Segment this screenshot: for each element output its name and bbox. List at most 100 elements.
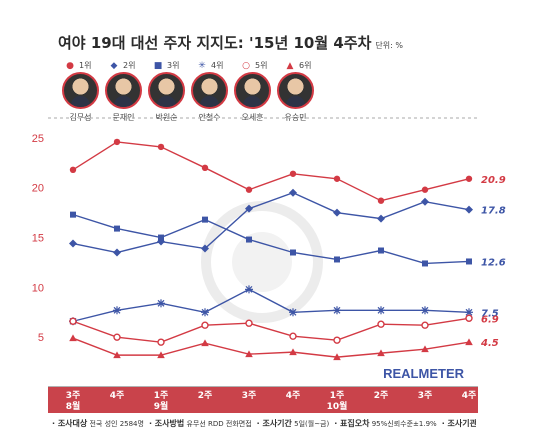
survey-footer: · 조사대상 전국 성인 2584명 · 조사방법 유무선 RDD 전화면접 · 조… xyxy=(52,413,476,433)
square-data-point xyxy=(70,211,76,218)
circle-data-point xyxy=(465,175,473,182)
x-tick-month: 9월 xyxy=(154,400,169,412)
diamond-data-point xyxy=(113,248,121,257)
legend-item: ✳ 4위 xyxy=(196,60,240,71)
footer-item: · 조사방법 유무선 RDD 전화면접 xyxy=(149,418,252,429)
chart-title: 여야 19대 대선 주자 지지도: '15년 10월 4주차 단위: % xyxy=(58,32,403,53)
asterisk-data-point xyxy=(377,306,385,315)
diamond-data-point xyxy=(69,239,77,248)
footer-label: · 표집오차 xyxy=(334,418,370,428)
open-circle-data-point xyxy=(377,320,385,328)
legend-label: 5위 xyxy=(255,61,268,70)
footer-label: · 조사기관 xyxy=(441,418,476,428)
avatar xyxy=(62,72,99,109)
legend-item: ■ 3위 xyxy=(152,60,196,71)
open-circle-data-point xyxy=(69,317,77,325)
circle-data-point xyxy=(201,164,209,172)
avatar xyxy=(191,72,228,109)
candidate-name: 박원순 xyxy=(155,113,178,122)
series-line xyxy=(72,213,470,265)
square-data-point xyxy=(114,225,120,232)
diamond-marker-icon: ◆ xyxy=(110,60,118,71)
square-data-point xyxy=(202,216,208,223)
x-tick-week: 2주 xyxy=(198,390,213,401)
square-data-point xyxy=(290,249,296,256)
triangle-data-point xyxy=(421,345,429,353)
footer-label: · 조사방법 xyxy=(148,418,185,428)
x-tick-week: 4주 xyxy=(110,390,125,401)
x-tick-week: 4주 xyxy=(286,390,301,401)
x-tick-week: 3주 xyxy=(66,390,81,401)
x-tick-week: 1주 xyxy=(330,390,345,401)
triangle-data-point xyxy=(157,351,165,359)
x-axis-band xyxy=(48,387,478,413)
open-circle-data-point xyxy=(245,319,253,327)
legend-item: ◆ 2위 xyxy=(108,60,152,71)
asterisk-marker-icon: ✳ xyxy=(198,60,206,71)
triangle-data-point xyxy=(465,338,473,346)
diamond-data-point xyxy=(201,244,209,253)
legend-label: 1위 xyxy=(79,61,92,70)
diamond-data-point xyxy=(333,208,341,217)
series-line xyxy=(72,337,470,358)
triangle-data-point xyxy=(333,353,341,361)
y-tick-label: 20 xyxy=(32,183,44,195)
x-tick-week: 1주 xyxy=(154,390,169,401)
open-circle-data-point xyxy=(333,336,341,344)
candidate: 오세훈 xyxy=(234,72,271,123)
triangle-data-point xyxy=(289,348,297,356)
watermark-emblem xyxy=(201,201,323,323)
avatar xyxy=(277,72,314,109)
legend-item: ● 1위 xyxy=(64,60,108,71)
square-data-point xyxy=(246,236,252,243)
candidate-name: 안철수 xyxy=(198,113,221,122)
diamond-data-point xyxy=(465,205,473,214)
triangle-data-point xyxy=(113,351,121,359)
end-value-label: 12.6 xyxy=(481,257,506,268)
asterisk-data-point xyxy=(421,306,429,315)
legend: ● 1위 ◆ 2위 ■ 3위 ✳ 4위 ○ 5위 ▲ 6위 xyxy=(64,60,328,71)
open-circle-data-point xyxy=(465,314,473,322)
open-circle-data-point xyxy=(421,321,429,329)
y-tick-label: 10 xyxy=(32,282,44,294)
circle-data-point xyxy=(377,197,385,204)
footer-value: 전국 성인 2584명 xyxy=(87,419,144,428)
footer-item: · 표집오차 95%신뢰수준±1.9% xyxy=(334,418,436,429)
x-tick-week: 4주 xyxy=(462,390,477,401)
diamond-data-point xyxy=(245,204,253,213)
asterisk-data-point xyxy=(289,308,297,317)
candidate: 안철수 xyxy=(191,72,228,123)
watermark-text: REALMETER xyxy=(383,366,465,381)
triangle-data-point xyxy=(201,339,209,347)
circle-data-point xyxy=(289,170,297,177)
asterisk-data-point xyxy=(333,306,341,315)
end-value-label: 7.5 xyxy=(481,308,499,319)
legend-item: ○ 5위 xyxy=(240,60,284,71)
y-tick-label: 25 xyxy=(32,133,44,145)
legend-label: 2위 xyxy=(123,61,136,70)
unit-note: 단위: % xyxy=(375,41,403,50)
candidate-name: 문재인 xyxy=(112,113,135,122)
legend-item: ▲ 6위 xyxy=(284,60,328,71)
square-marker-icon: ■ xyxy=(153,60,163,71)
circle-marker-icon: ● xyxy=(66,60,74,71)
x-tick-month: 8월 xyxy=(66,400,81,412)
candidate: 박원순 xyxy=(148,72,185,123)
circle-data-point xyxy=(333,175,341,182)
footer-value: 95%신뢰수준±1.9% xyxy=(369,419,437,428)
x-tick-week: 3주 xyxy=(418,390,433,401)
y-tick-label: 15 xyxy=(32,233,44,245)
square-data-point xyxy=(334,256,340,263)
end-value-label: 20.9 xyxy=(481,175,506,186)
footer-value: 5일(월~금) xyxy=(291,419,330,428)
circle-data-point xyxy=(157,143,165,151)
circle-data-point xyxy=(69,166,77,174)
candidate-photos: 김무성 문재인 박원순 안철수 오세훈 유승민 xyxy=(62,72,314,123)
open-circle-marker-icon: ○ xyxy=(242,60,250,71)
asterisk-data-point xyxy=(157,299,165,308)
footer-label: · 조사대상 xyxy=(52,418,88,428)
open-circle-data-point xyxy=(113,333,121,341)
avatar xyxy=(148,72,185,109)
open-circle-data-point xyxy=(157,338,165,346)
triangle-data-point xyxy=(69,334,77,342)
